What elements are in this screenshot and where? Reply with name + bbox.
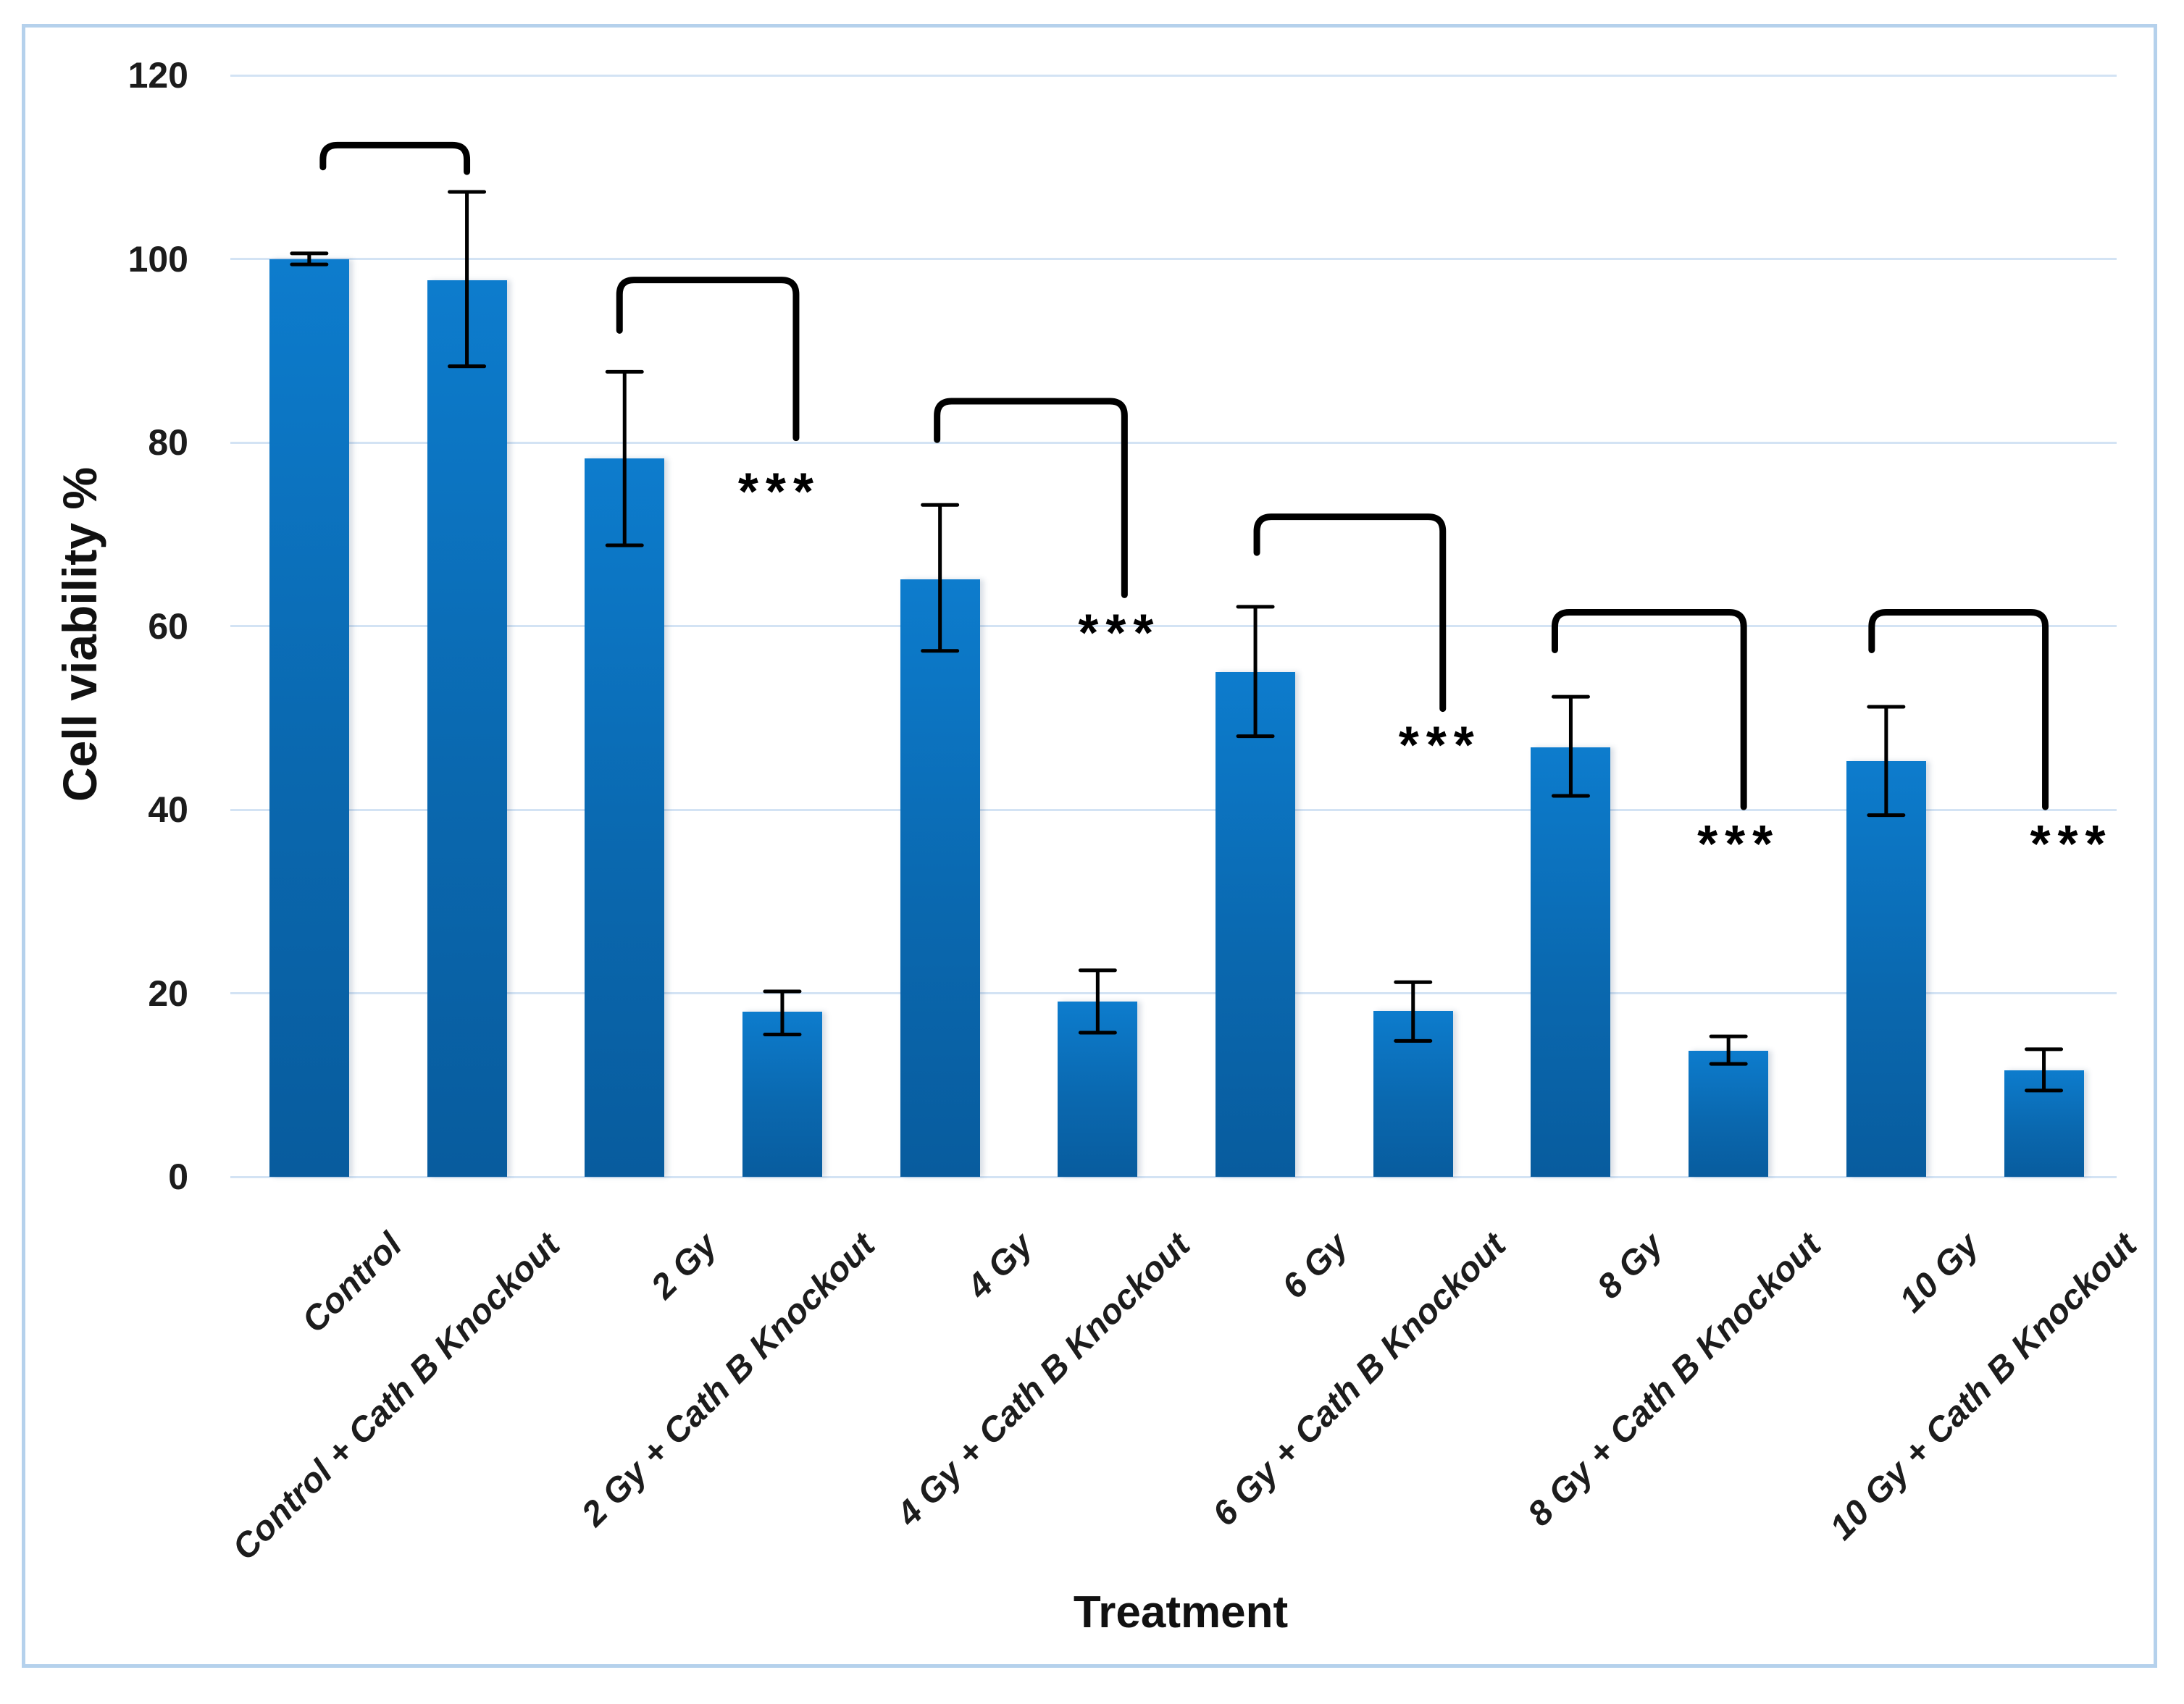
- y-tick-label-0: 0: [168, 1157, 188, 1197]
- error-bar-10: [1709, 1034, 1748, 1066]
- significance-bracket-1: [319, 141, 471, 175]
- bar-8-gy-cath-b-knockout: [1689, 1051, 1769, 1177]
- bar-control-cath-b-knockout: [427, 280, 507, 1177]
- error-bar-2: [448, 190, 487, 369]
- bar-control: [269, 259, 349, 1177]
- gridline-y-60: [230, 625, 2117, 627]
- error-bar-1: [290, 251, 329, 266]
- gridline-y-80: [230, 441, 2117, 444]
- significance-stars-5: ***: [1697, 815, 1780, 873]
- y-tick-label-100: 100: [127, 238, 188, 280]
- y-tick-label-40: 40: [148, 789, 188, 830]
- y-tick-label-120: 120: [127, 55, 188, 96]
- significance-bracket-4: [1253, 513, 1447, 713]
- error-bar-11: [1867, 705, 1906, 818]
- error-bar-6: [1078, 968, 1117, 1035]
- error-bar-3: [605, 369, 644, 547]
- gridline-y-100: [230, 258, 2117, 260]
- gridline-y-0: [230, 1175, 2117, 1178]
- bar-6-gy: [1216, 671, 1296, 1177]
- gridline-y-120: [230, 74, 2117, 77]
- gridline-y-20: [230, 992, 2117, 994]
- bar-10-gy: [1846, 760, 1926, 1177]
- bar-2-gy: [585, 458, 665, 1177]
- significance-stars-6: ***: [2030, 815, 2113, 873]
- error-bar-5: [921, 503, 960, 653]
- significance-bracket-6: [1868, 608, 2049, 810]
- y-tick-label-20: 20: [148, 973, 188, 1014]
- significance-stars-3: ***: [1078, 605, 1160, 663]
- significance-bracket-3: [934, 398, 1128, 598]
- bar-4-gy: [900, 579, 980, 1177]
- error-bar-12: [2025, 1047, 2064, 1093]
- error-bar-8: [1394, 980, 1433, 1043]
- significance-stars-2: ***: [738, 463, 821, 521]
- significance-bracket-5: [1551, 608, 1747, 810]
- significance-bracket-2: [616, 277, 800, 442]
- error-bar-4: [763, 989, 802, 1037]
- y-tick-label-60: 60: [148, 605, 188, 647]
- bar-8-gy: [1531, 747, 1611, 1177]
- error-bar-7: [1236, 605, 1275, 739]
- error-bar-9: [1551, 694, 1590, 798]
- bar-2-gy-cath-b-knockout: [742, 1011, 822, 1177]
- significance-stars-4: ***: [1399, 716, 1481, 774]
- gridline-y-40: [230, 808, 2117, 811]
- y-tick-label-80: 80: [148, 422, 188, 463]
- x-axis-title: Treatment: [1073, 1587, 1289, 1637]
